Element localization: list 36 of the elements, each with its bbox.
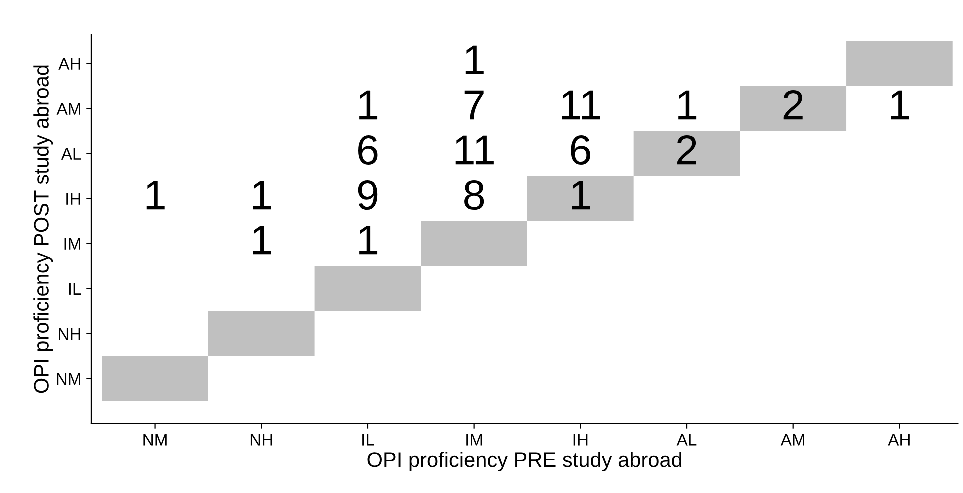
- x-tick-label: AH: [888, 434, 910, 446]
- data-label: 6: [571, 136, 590, 166]
- y-tick-label: IM: [64, 238, 80, 250]
- y-tick-label: NM: [57, 374, 80, 385]
- data-label: 1: [466, 46, 484, 75]
- data-label: 9: [358, 180, 378, 210]
- x-tick-label: IH: [574, 434, 588, 446]
- y-tick-label: NH: [59, 328, 80, 340]
- data-label: 8: [464, 180, 484, 210]
- data-label: 11: [562, 90, 600, 120]
- data-label: 1: [360, 90, 378, 120]
- y-tick-label: IH: [66, 193, 80, 205]
- y-axis-title: OPI proficiency POST study abroad: [34, 66, 54, 394]
- x-tick-label: AL: [676, 434, 697, 446]
- x-tick-label: NM: [144, 434, 167, 446]
- data-label: 1: [146, 180, 165, 210]
- data-label: 1: [678, 90, 697, 120]
- y-tick-label: IL: [69, 283, 82, 295]
- data-label: 1: [253, 226, 272, 255]
- x-tick-label: AM: [780, 434, 804, 446]
- data-label: 6: [358, 136, 378, 166]
- data-label: 1: [891, 90, 910, 120]
- x-tick-label: IM: [466, 434, 482, 446]
- y-tick-label: AL: [61, 148, 82, 160]
- data-label: 7: [464, 90, 484, 120]
- y-tick-label: AM: [56, 103, 80, 115]
- data-label: 2: [784, 90, 803, 120]
- x-tick-label: NH: [250, 434, 272, 446]
- x-axis-title: OPI proficiency PRE study abroad: [368, 452, 682, 472]
- data-label: 1: [572, 180, 590, 210]
- x-tick-label: IL: [362, 434, 374, 446]
- y-tick-label: AH: [58, 58, 80, 70]
- data-label: 1: [360, 226, 378, 255]
- data-label: 11: [456, 136, 494, 165]
- data-label: 2: [678, 136, 697, 165]
- data-label: 1: [253, 180, 272, 210]
